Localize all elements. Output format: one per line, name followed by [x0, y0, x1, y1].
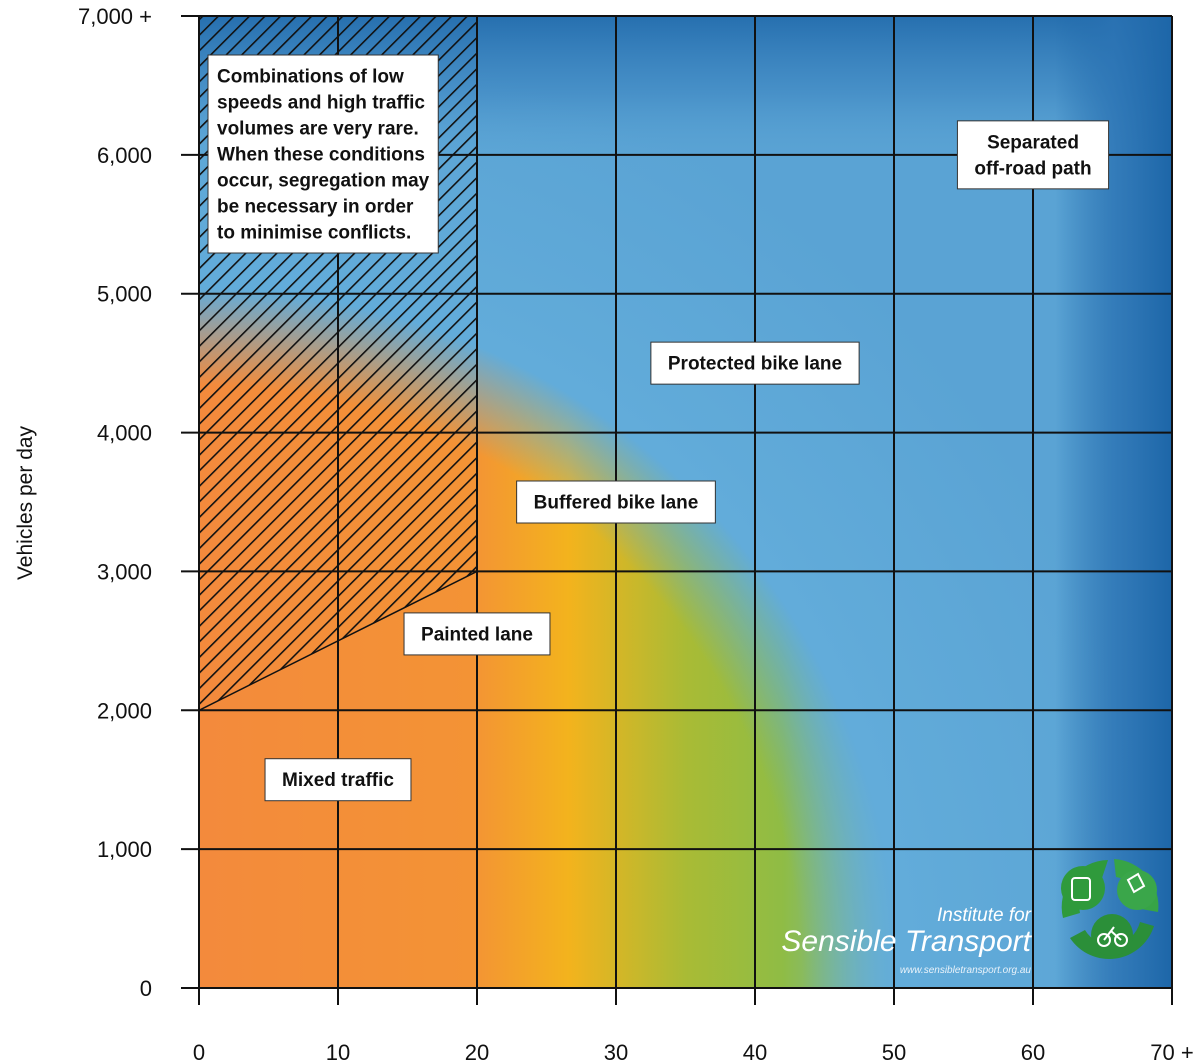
x-tick-label: 10: [326, 1040, 350, 1064]
recycle-transport-icon: [1061, 859, 1159, 959]
zone-label-painted-lane-box: [403, 612, 551, 656]
zone-label-buffered-bike-lane-box: [516, 480, 716, 524]
institute-logo: Institute for Sensible Transport www.sen…: [781, 859, 1159, 976]
hatch-note-text: to minimise conflicts.: [217, 223, 411, 244]
zone-label-separated-off-road-path-box: [956, 120, 1110, 190]
zone-label-buffered-bike-lane: Buffered bike lane: [516, 480, 716, 524]
hatch-note-text: be necessary in order: [217, 197, 414, 218]
zone-labels: Mixed traffic Painted lane Buffered bike l…: [207, 54, 1110, 802]
zone-label-mixed-traffic-box: [264, 758, 412, 802]
zone-label-buffered-bike-lane-text: Buffered bike lane: [534, 493, 699, 514]
x-tick-label: 70 +: [1150, 1040, 1193, 1064]
x-tick-label: 60: [1021, 1040, 1045, 1064]
zone-label-separated-off-road-path-text: Separated: [987, 132, 1079, 153]
logo-line2: Sensible Transport: [781, 925, 1032, 958]
logo-url: www.sensibletransport.org.au: [900, 965, 1032, 976]
y-tick-label: 4,000: [97, 421, 152, 446]
y-tick-label: 2,000: [97, 698, 152, 723]
zone-label-protected-bike-lane: Protected bike lane: [650, 341, 860, 385]
zone-label-protected-bike-lane-box: [650, 341, 860, 385]
zone-label-separated-off-road-path-text: off-road path: [974, 158, 1091, 179]
x-tick-label: 0: [193, 1040, 205, 1064]
y-tick-label: 0: [140, 976, 152, 1001]
y-axis-title: Vehicles per day: [14, 425, 37, 580]
hatch-note-text: Combinations of low: [217, 67, 404, 88]
x-tick-label: 20: [465, 1040, 489, 1064]
y-tick-label: 7,000 +: [78, 4, 152, 29]
zone-label-separated-off-road-path: Separated off-road path: [956, 120, 1110, 190]
zone-label-painted-lane-text: Painted lane: [421, 624, 533, 645]
hatch-note-text: speeds and high traffic: [217, 93, 425, 114]
logo-line1: Institute for: [937, 905, 1032, 926]
y-tick-label: 6,000: [97, 143, 152, 168]
hatch-note: Combinations of low speeds and high traff…: [207, 54, 439, 254]
hatch-note-text: When these conditions: [217, 145, 425, 166]
zone-label-mixed-traffic-text: Mixed traffic: [282, 770, 394, 791]
zone-label-protected-bike-lane-text: Protected bike lane: [668, 354, 842, 375]
y-tick-label: 3,000: [97, 559, 152, 584]
zone-label-painted-lane: Painted lane: [403, 612, 551, 656]
hatch-note-text: occur, segregation may: [217, 171, 430, 192]
x-tick-label: 30: [604, 1040, 628, 1064]
x-tick-label: 40: [743, 1040, 767, 1064]
axes: 0 10 20 30 40 50 60 70 + 0 1,000 2,000 3,000 4,000 5,…: [78, 4, 1194, 1064]
hatch-note-text: volumes are very rare.: [217, 119, 419, 140]
hatch-note-box: [207, 54, 439, 254]
y-tick-label: 1,000: [97, 837, 152, 862]
y-tick-label: 5,000: [97, 282, 152, 307]
zone-label-mixed-traffic: Mixed traffic: [264, 758, 412, 802]
x-tick-label: 50: [882, 1040, 906, 1064]
